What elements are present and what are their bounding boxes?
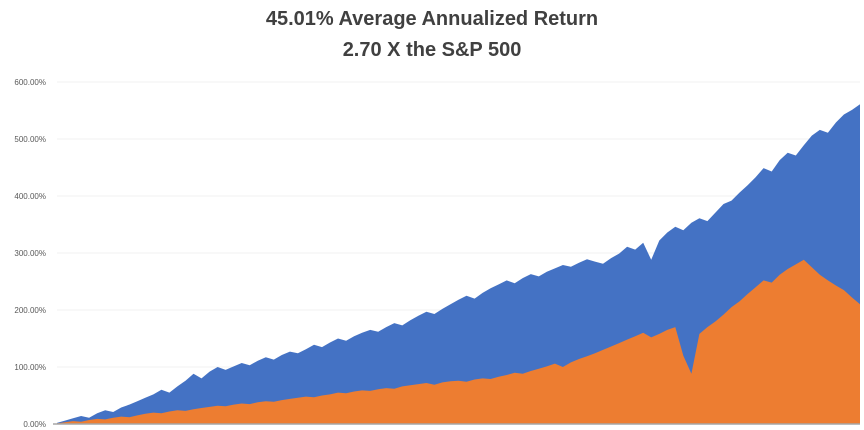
y-axis-tick-label: 100.00% bbox=[14, 363, 46, 372]
chart-title: 45.01% Average Annualized Return 2.70 X … bbox=[0, 4, 864, 66]
y-axis-tick-label: 300.00% bbox=[14, 249, 46, 258]
chart-title-line1: 45.01% Average Annualized Return bbox=[265, 8, 599, 30]
y-axis-tick-label: 500.00% bbox=[14, 135, 46, 144]
chart-title-line2: 2.70 X the S&P 500 bbox=[342, 39, 522, 61]
y-axis: 0.00% 100.00% 200.00% 300.00% 400.00% 500.00%… bbox=[0, 0, 52, 430]
sp500-orange-area-series bbox=[57, 259, 860, 424]
y-axis-tick-label: 200.00% bbox=[14, 306, 46, 315]
y-axis-tick-label: 0.00% bbox=[23, 420, 46, 429]
y-axis-tick-label: 400.00% bbox=[14, 192, 46, 201]
y-axis-tick-label: 600.00% bbox=[14, 78, 46, 87]
